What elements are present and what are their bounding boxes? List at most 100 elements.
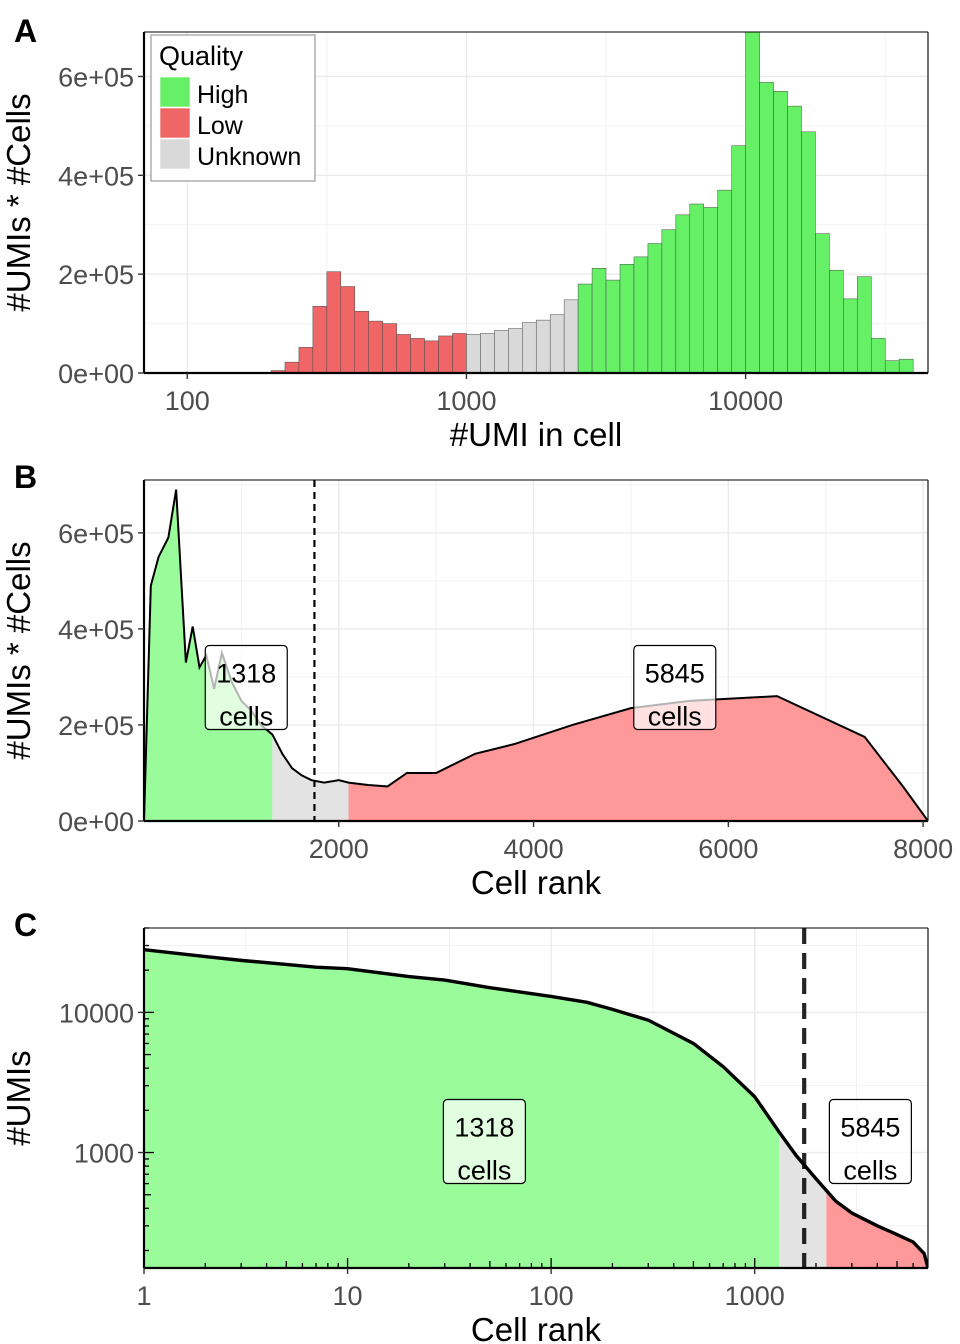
legend-label: Low	[197, 112, 244, 140]
histogram-bar	[326, 271, 342, 373]
annotation-label: 1318 cells	[442, 1098, 526, 1186]
curve-line	[144, 489, 928, 821]
x-tick-label: 1000	[436, 386, 496, 416]
legend-label: High	[197, 81, 248, 109]
histogram-bar	[563, 299, 579, 373]
data-layer	[144, 480, 928, 821]
histogram-bar	[829, 269, 844, 373]
histogram-bar	[647, 243, 663, 373]
x-axis-title: #UMI in cell	[450, 416, 622, 453]
annotation-box	[633, 644, 717, 731]
annotation-unit: cells	[219, 702, 273, 732]
area-low	[826, 1190, 928, 1268]
area-high	[144, 489, 273, 821]
y-tick-label: 2e+05	[58, 260, 134, 290]
legend-label: Unknown	[197, 143, 301, 171]
panel-letter: A	[14, 13, 37, 49]
histogram-bar	[410, 338, 425, 373]
x-tick-label: 10000	[708, 386, 783, 416]
data-layer	[270, 32, 914, 373]
histogram-bar	[857, 276, 872, 373]
histogram-bar	[633, 256, 649, 373]
histogram-bar	[480, 333, 495, 373]
histogram-bar	[703, 207, 718, 373]
y-tick-label: 4e+05	[58, 615, 134, 645]
annotation-count: 1318	[216, 659, 276, 689]
histogram-bar	[577, 283, 593, 373]
x-tick-label: 100	[529, 1281, 574, 1311]
histogram-bar	[368, 320, 383, 373]
histogram-bar	[382, 323, 397, 373]
histogram-bar	[787, 105, 802, 373]
histogram-bar	[731, 145, 746, 373]
histogram-bar	[717, 189, 732, 373]
histogram-bar	[438, 335, 453, 373]
annotation-unit: cells	[648, 702, 702, 732]
panel-c: 1318 cells 5845 cells 1000 10000 1 10 100 1000 Cel…	[0, 907, 929, 1344]
annotation-count: 1318	[454, 1113, 514, 1143]
x-tick-label: 1	[136, 1281, 151, 1311]
histogram-bar	[884, 360, 900, 373]
histogram-bar	[773, 91, 788, 373]
x-tick-label: 8000	[893, 834, 953, 864]
annotation-unit: cells	[843, 1156, 897, 1186]
histogram-bar	[815, 233, 830, 373]
y-tick-label: 6e+05	[58, 62, 134, 92]
legend-swatch	[159, 107, 191, 139]
x-tick-label: 2000	[309, 834, 369, 864]
histogram-bar	[661, 229, 677, 373]
area-unknown	[779, 1132, 827, 1268]
annotation-count: 5845	[645, 659, 705, 689]
legend-swatch	[159, 76, 191, 108]
histogram-bar	[843, 298, 858, 373]
histogram-bar	[759, 82, 774, 373]
area-unknown	[272, 734, 349, 821]
y-axis-title: #UMIs * #Cells	[0, 93, 37, 311]
histogram-bar	[508, 328, 523, 373]
annotation-label: 1318 cells	[204, 644, 288, 732]
histogram-bar	[396, 334, 411, 373]
annotation-count: 5845	[840, 1113, 900, 1143]
annotation-box	[828, 1098, 912, 1185]
histogram-bar	[745, 32, 760, 373]
legend-swatch	[159, 138, 191, 170]
histogram-bar	[801, 131, 816, 373]
panel-letter: C	[14, 907, 37, 943]
annotation-unit: cells	[457, 1156, 511, 1186]
histogram-bar	[535, 319, 551, 373]
curve-line	[144, 948, 928, 1268]
y-tick-label: 6e+05	[58, 519, 134, 549]
legend-title: Quality	[159, 41, 244, 71]
x-axis-title: Cell rank	[471, 1311, 602, 1344]
annotation-box	[442, 1098, 526, 1185]
panel-a: 0e+00 2e+05 4e+05 6e+05 100 1000 10000 #UMI in …	[0, 13, 929, 453]
y-axis-title: #UMIs * #Cells	[0, 541, 37, 759]
x-tick-label: 10	[333, 1281, 363, 1311]
histogram-bar	[466, 334, 481, 373]
annotation-label: 5845 cells	[828, 1098, 912, 1186]
annotation-box	[204, 644, 288, 731]
x-tick-label: 100	[165, 386, 210, 416]
x-tick-label: 4000	[504, 834, 564, 864]
histogram-bar	[340, 286, 356, 373]
legend: Quality High Low Unknown	[150, 34, 316, 182]
histogram-bar	[549, 314, 565, 373]
histogram-bar	[354, 310, 369, 373]
y-tick-label: 4e+05	[58, 161, 134, 191]
y-tick-label: 0e+00	[58, 807, 134, 837]
histogram-bar	[675, 214, 691, 373]
y-tick-label: 10000	[59, 998, 134, 1028]
histogram-bar	[494, 330, 509, 373]
y-tick-label: 1000	[74, 1139, 134, 1169]
panel-b: 1318 cells 5845 cells 0e+00 2e+05 4e+05 6e+05 20…	[0, 459, 953, 901]
histogram-bar	[605, 279, 621, 373]
log-ticks	[143, 927, 928, 1268]
annotation-label: 5845 cells	[633, 644, 717, 732]
histogram-bar	[689, 203, 705, 373]
histogram-bar	[871, 338, 886, 373]
x-axis-title: Cell rank	[471, 864, 602, 901]
histogram-bar	[619, 264, 635, 373]
histogram-bar	[298, 347, 314, 373]
x-tick-label: 6000	[698, 834, 758, 864]
